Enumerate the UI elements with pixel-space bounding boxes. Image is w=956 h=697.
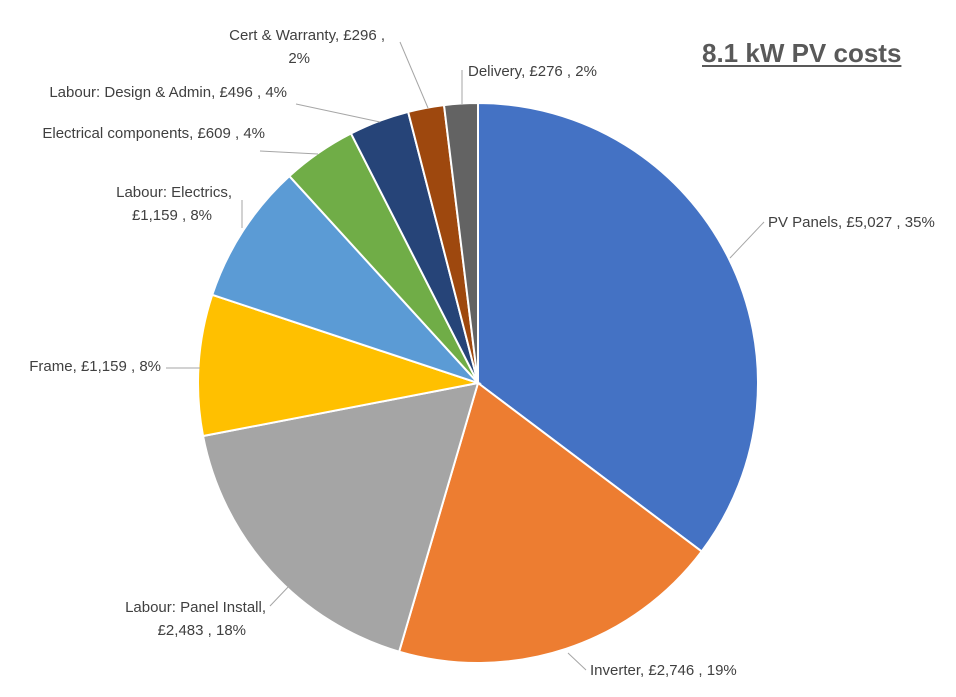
data-label-line: PV Panels, £5,027 , 35%	[768, 214, 935, 231]
data-label-line: Frame, £1,159 , 8%	[29, 358, 161, 375]
leader-line-8	[399, 41, 429, 109]
pie-slice-4	[197, 293, 482, 438]
data-label-7: Labour: Design & Admin, £496 , 4%	[49, 84, 287, 101]
chart-title: 8.1 kW PV costs	[702, 38, 902, 68]
leader-line-6	[259, 150, 319, 155]
data-label-line: Inverter, £2,746 , 19%	[590, 662, 737, 679]
data-label-8: Cert & Warranty, £296 , 2%	[229, 27, 385, 67]
pie-slice-2	[397, 381, 704, 664]
data-label-3: Labour: Panel Install, £2,483 , 18%	[125, 599, 266, 639]
leader-line-3	[269, 584, 291, 607]
data-label-line: Labour: Electrics,	[116, 184, 232, 201]
data-label-line: Electrical components, £609 , 4%	[42, 125, 265, 142]
data-label-line: Labour: Design & Admin, £496 , 4%	[49, 84, 287, 101]
pie-slice-5	[210, 174, 482, 386]
data-label-1: PV Panels, £5,027 , 35%	[768, 214, 935, 231]
data-label-4: Frame, £1,159 , 8%	[29, 358, 161, 375]
pie-slice-9	[442, 101, 479, 384]
data-label-9: Delivery, £276 , 2%	[468, 63, 597, 80]
data-label-2: Inverter, £2,746 , 19%	[590, 662, 737, 679]
pie-slice-3	[201, 381, 480, 653]
data-label-line: Delivery, £276 , 2%	[468, 63, 597, 80]
data-labels: PV Panels, £5,027 , 35% Inverter, £2,746 …	[29, 27, 935, 679]
data-label-line: Labour: Panel Install,	[125, 599, 266, 616]
data-label-6: Electrical components, £609 , 4%	[42, 125, 265, 142]
data-label-line: £1,159 , 8%	[132, 207, 212, 224]
data-label-line: £2,483 , 18%	[158, 622, 246, 639]
data-label-line: 2%	[288, 50, 310, 67]
leader-line-7	[295, 103, 381, 123]
pie-slice-1	[477, 101, 759, 553]
leader-line-1	[729, 221, 765, 259]
data-label-5: Labour: Electrics, £1,159 , 8%	[116, 184, 232, 224]
pie-slices	[197, 101, 759, 664]
data-label-line: Cert & Warranty, £296 ,	[229, 27, 385, 44]
leader-line-2	[567, 652, 587, 671]
